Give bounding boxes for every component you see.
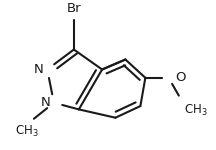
Text: O: O bbox=[175, 71, 186, 84]
Text: N: N bbox=[34, 63, 43, 76]
Text: Br: Br bbox=[67, 2, 81, 15]
Text: CH$_3$: CH$_3$ bbox=[184, 103, 207, 118]
Text: N: N bbox=[40, 96, 50, 109]
Text: CH$_3$: CH$_3$ bbox=[16, 124, 39, 140]
